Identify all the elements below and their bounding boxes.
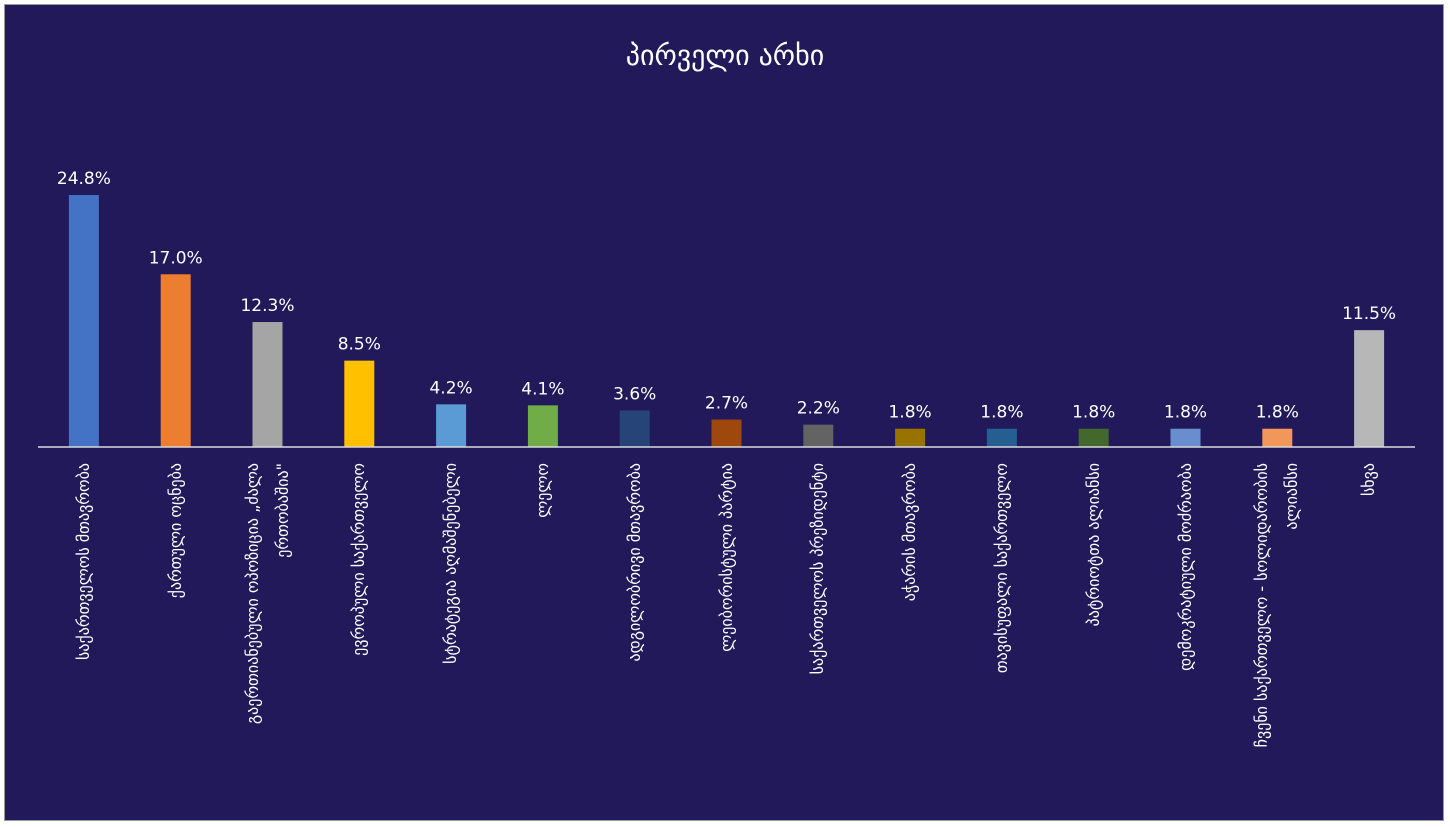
data-label: 24.8% [57, 169, 111, 189]
data-label: 1.8% [980, 403, 1023, 423]
chart: პირველი არხი 24.8% 17.0% 12.3% 8.5% 4.2% 4.1%… [38, 39, 1415, 448]
x-tick-label: ლელო [532, 463, 552, 518]
bar [1262, 428, 1293, 447]
data-label: 1.8% [1256, 403, 1299, 423]
x-tick-label: დემოკრატიული მოძრაობა [1175, 463, 1195, 671]
data-label: 12.3% [240, 296, 294, 316]
x-tick-label: გაერთიანებული ოპოზიცია „ძალა ერთობაშია" [242, 463, 292, 725]
data-label: 1.8% [1072, 403, 1115, 423]
bar [895, 428, 926, 447]
x-tick-label: ადგილობრივი მთავრობა [624, 463, 644, 662]
data-label: 3.6% [613, 384, 656, 404]
chart-area: პირველი არხი 24.8% 17.0% 12.3% 8.5% 4.2% 4.1%… [4, 4, 1444, 821]
x-tick-label: ევროპული საქართველო [349, 463, 369, 656]
data-label: 4.1% [521, 379, 564, 399]
bar [68, 195, 99, 447]
data-label: 11.5% [1342, 304, 1396, 324]
data-label: 1.8% [888, 403, 931, 423]
x-tick-label: ჩვენი საქართველო - სოლიდარობის ალიანსი [1252, 463, 1302, 748]
x-tick-label: საქართველოს პრეზიდენტი [808, 463, 828, 675]
bar [527, 405, 558, 447]
x-tick-label: პატრიოტთა ალიანსი [1083, 463, 1103, 627]
bar [711, 419, 742, 447]
bar [803, 424, 834, 447]
data-label: 17.0% [149, 248, 203, 268]
bar [1078, 428, 1109, 447]
bar [252, 322, 283, 447]
bar [986, 428, 1017, 447]
chart-title: პირველი არხი [626, 39, 824, 72]
bar [1170, 428, 1201, 447]
x-tick-label: ლეიბორისტული პარტია [716, 463, 736, 652]
x-tick-label: სტრატეგია აღმაშენებელი [441, 463, 461, 664]
x-tick-label: ქართული ოცნება [165, 463, 185, 599]
data-label: 2.7% [705, 394, 748, 414]
bar [436, 404, 467, 447]
bar [1354, 330, 1385, 447]
x-tick-label: აჭარის მთავრობა [900, 463, 920, 602]
data-label: 2.2% [797, 399, 840, 419]
data-label: 8.5% [338, 335, 381, 355]
bar [344, 360, 375, 447]
data-label: 1.8% [1164, 403, 1207, 423]
x-tick-label: თავისუფალი საქართველო [991, 463, 1011, 674]
x-tick-label: სხვა [1359, 463, 1379, 497]
data-label: 4.2% [429, 378, 472, 398]
bar [160, 274, 191, 447]
bar [619, 410, 650, 447]
x-tick-label: საქართველოს მთავრობა [73, 463, 93, 660]
